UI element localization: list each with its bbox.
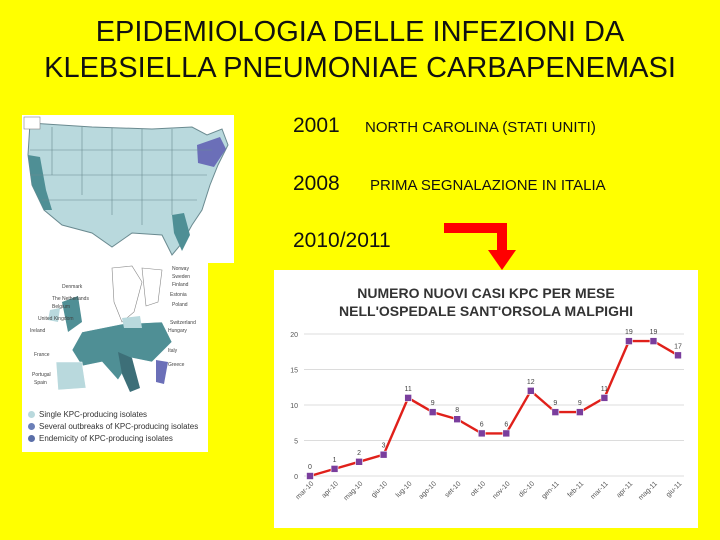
europe-legend: Single KPC-producing isolates Several ou… <box>28 408 198 444</box>
data-point <box>355 458 363 466</box>
y-tick-label: 0 <box>294 474 298 481</box>
y-tick-label: 10 <box>290 403 298 410</box>
legend-dot-single <box>28 410 35 418</box>
data-point <box>551 408 560 416</box>
legend-item: Several outbreaks of KPC-producing isola… <box>28 420 198 432</box>
x-tick-label: dic-10 <box>518 480 537 499</box>
europe-map-image <box>48 265 173 392</box>
country-label: Sweden <box>172 274 191 280</box>
country-label: Poland <box>172 302 188 308</box>
data-label: 19 <box>650 329 658 336</box>
country-label: France <box>34 352 50 358</box>
europe-map <box>22 262 208 452</box>
chart-title-line-1: NUMERO NUOVI CASI KPC PER MESE <box>357 285 615 301</box>
data-point <box>330 465 339 473</box>
country-label: Finland <box>172 282 189 288</box>
data-label: 11 <box>601 386 608 393</box>
country-label: Italy <box>168 348 178 354</box>
x-tick-label: apr-10 <box>321 480 340 499</box>
data-point <box>576 408 584 416</box>
y-tick-label: 20 <box>290 332 298 339</box>
y-tick-label: 5 <box>294 439 298 446</box>
data-label: 11 <box>404 386 411 393</box>
data-point <box>674 351 682 360</box>
data-point <box>527 387 535 395</box>
country-label: United Kingdom <box>38 316 74 322</box>
data-point <box>404 394 412 402</box>
data-label: 6 <box>504 421 508 428</box>
country-label: Spain <box>34 380 47 386</box>
data-label: 0 <box>308 464 312 471</box>
data-label: 19 <box>625 329 633 336</box>
country-label: Denmark <box>62 284 83 290</box>
data-label: 12 <box>527 379 535 386</box>
x-tick-label: mag-10 <box>343 480 365 502</box>
country-label: Estonia <box>170 292 187 298</box>
country-label: Switzerland <box>170 320 196 326</box>
x-tick-label: gen-11 <box>541 480 561 500</box>
data-point <box>625 337 633 345</box>
data-label: 2 <box>357 450 361 457</box>
data-label: 9 <box>431 400 435 407</box>
data-label: 17 <box>674 343 682 350</box>
data-label: 9 <box>553 400 557 407</box>
data-label: 9 <box>578 400 582 407</box>
legend-label: Several outbreaks of KPC-producing isola… <box>39 421 199 431</box>
data-point <box>477 429 486 438</box>
legend-item: Endemicity of KPC-producing isolates <box>28 432 198 444</box>
legend-label: Single KPC-producing isolates <box>39 409 148 419</box>
x-tick-label: ago-10 <box>418 480 438 500</box>
desc-2001: NORTH CAROLINA (STATI UNITI) <box>365 119 596 136</box>
usa-map <box>22 115 234 263</box>
chart-title: NUMERO NUOVI CASI KPC PER MESE NELL'OSPE… <box>274 284 698 320</box>
x-tick-label: lug-10 <box>395 480 414 499</box>
country-label: Belgium <box>52 304 71 310</box>
data-label: 6 <box>480 421 484 428</box>
country-label: Portugal <box>32 372 51 378</box>
x-tick-label: mar-11 <box>590 480 610 500</box>
x-tick-label: mag-11 <box>638 480 659 501</box>
legend-item: Single KPC-producing isolates <box>28 408 198 420</box>
x-tick-label: set-10 <box>444 480 463 499</box>
chart-title-line-2: NELL'OSPEDALE SANT'ORSOLA MALPIGHI <box>339 303 633 319</box>
country-label: Norway <box>172 266 189 272</box>
legend-dot-outbreaks <box>28 422 35 430</box>
x-tick-label: ott-10 <box>470 480 488 498</box>
data-point <box>453 415 461 423</box>
country-label: The Netherlands <box>52 296 89 302</box>
data-point <box>306 472 314 480</box>
series-line <box>309 339 679 478</box>
desc-2008: PRIMA SEGNALAZIONE IN ITALIA <box>370 177 606 194</box>
year-2008: 2008 <box>293 172 340 195</box>
data-label: 1 <box>333 457 337 464</box>
data-label: 3 <box>382 443 386 450</box>
year-2001: 2001 <box>293 114 340 137</box>
x-tick-label: nov-10 <box>492 480 512 500</box>
title-line-2: KLEBSIELLA PNEUMONIAE CARBAPENEMASI <box>44 52 676 84</box>
usa-map-image <box>23 116 229 256</box>
title-line-1: EPIDEMIOLOGIA DELLE INFEZIONI DA <box>95 16 625 48</box>
data-label: 8 <box>455 407 459 414</box>
year-2010-2011: 2010/2011 <box>293 229 391 252</box>
x-tick-label: mar-10 <box>295 480 316 501</box>
data-point <box>502 429 511 438</box>
y-tick-label: 15 <box>290 368 298 375</box>
x-tick-label: apr-11 <box>615 480 634 499</box>
country-label: Ireland <box>30 328 46 334</box>
data-point <box>379 450 388 459</box>
x-tick-label: feb-11 <box>567 480 586 499</box>
data-point <box>428 408 437 416</box>
country-label: Greece <box>168 362 185 368</box>
kpc-chart: NUMERO NUOVI CASI KPC PER MESE NELL'OSPE… <box>274 270 698 528</box>
slide-title: EPIDEMIOLOGIA DELLE INFEZIONI DA KLEBSIE… <box>0 14 720 86</box>
x-tick-label: giu-10 <box>370 480 389 499</box>
x-tick-label: giu-11 <box>665 480 683 498</box>
red-arrow-icon <box>444 223 516 270</box>
country-label: Hungary <box>168 328 187 334</box>
legend-label: Endemicity of KPC-producing isolates <box>39 433 173 443</box>
legend-dot-endemicity <box>28 434 35 442</box>
data-point <box>600 394 609 402</box>
data-point <box>649 337 658 345</box>
